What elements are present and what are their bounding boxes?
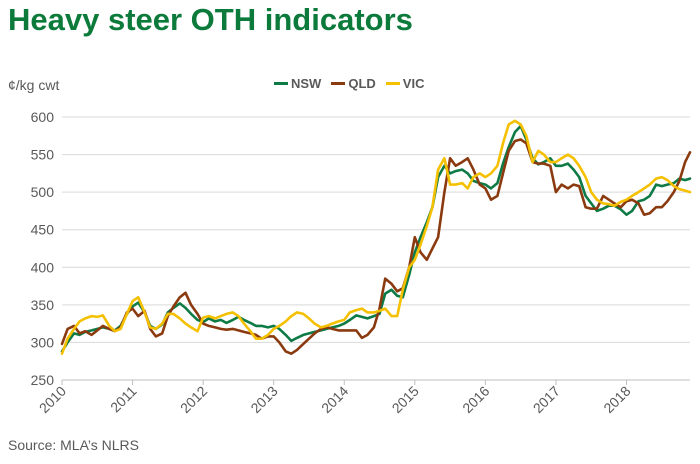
x-tick-label: 2012 <box>177 383 210 416</box>
source-note: Source: MLA’s NLRS <box>8 437 139 453</box>
series-line-vic <box>60 119 692 356</box>
x-tick-label: 2011 <box>107 383 140 416</box>
legend-item-nsw: NSW <box>274 76 321 91</box>
legend-label-vic: VIC <box>402 76 425 91</box>
x-tick-label: 2018 <box>600 383 633 416</box>
chart-legend: NSW QLD VIC <box>274 76 424 91</box>
y-tick-label: 350 <box>31 297 55 313</box>
y-tick-label: 450 <box>31 222 55 238</box>
legend-label-nsw: NSW <box>291 76 322 91</box>
legend-swatch-vic <box>385 82 400 85</box>
legend-swatch-nsw <box>274 82 288 85</box>
y-tick-label: 600 <box>31 109 55 125</box>
legend-label-qld: QLD <box>348 76 376 91</box>
series-line-qld <box>60 138 692 356</box>
legend-item-qld: QLD <box>331 76 376 91</box>
y-axis-unit-label: ¢/kg cwt <box>8 77 60 93</box>
x-tick-label: 2013 <box>247 383 280 416</box>
y-tick-label: 550 <box>31 147 55 163</box>
legend-swatch-qld <box>331 82 346 85</box>
x-tick-label: 2017 <box>530 383 563 416</box>
legend-item-vic: VIC <box>385 76 425 91</box>
x-tick-label: 2015 <box>389 383 422 416</box>
y-tick-label: 300 <box>31 334 55 350</box>
y-tick-label: 250 <box>31 372 55 388</box>
y-tick-label: 500 <box>31 184 55 200</box>
x-tick-label: 2014 <box>318 383 351 416</box>
x-tick-label: 2016 <box>459 383 492 416</box>
chart-title: Heavy steer OTH indicators <box>8 2 413 37</box>
y-tick-label: 400 <box>31 259 55 275</box>
